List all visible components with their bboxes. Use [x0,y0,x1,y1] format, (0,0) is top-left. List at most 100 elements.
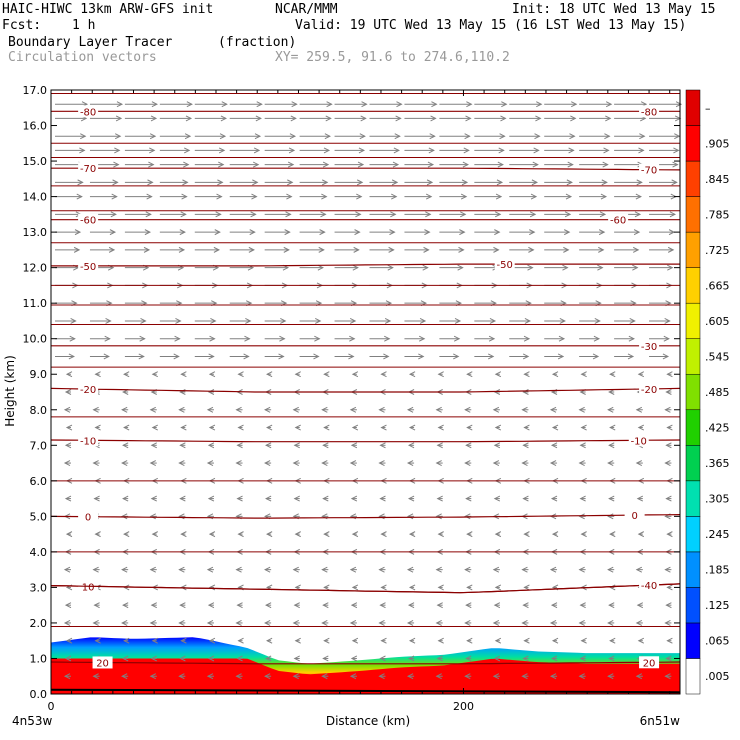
wind-vector [321,406,329,413]
colorbar-swatch [685,89,701,126]
wind-vector [299,193,328,200]
contour-line [50,387,681,393]
wind-vector [509,229,536,236]
wind-vector [614,335,635,342]
wind-vector [149,673,157,680]
wind-vector [464,460,472,467]
contour-label: -50 [497,260,513,271]
wind-vector [159,353,180,360]
wind-vector [292,460,300,467]
wind-vector [321,619,329,626]
wind-vector [150,495,157,502]
wind-vector [299,101,333,108]
wind-vector [404,335,426,342]
wind-vector [439,246,465,253]
wind-vector [579,264,604,271]
wind-vector [55,193,83,200]
wind-vector [194,133,227,140]
valid-time: Valid: 19 UTC Wed 13 May 15 (16 LST Wed … [295,18,687,33]
wind-vector [544,264,569,271]
wind-vector [665,389,672,395]
contour-label: -30 [641,342,657,353]
wind-vector [492,406,500,413]
wind-vector [206,460,214,467]
wind-vector [380,637,387,644]
wind-vector [264,619,272,626]
wind-vector [55,211,82,218]
wind-vector [349,566,357,573]
wind-vector [92,406,100,413]
wind-vector [614,161,644,168]
colorbar-swatch [685,480,701,517]
wind-vector [350,602,358,609]
wind-vector [492,619,500,626]
wind-vector [334,133,366,140]
wind-vector [237,531,244,538]
wind-vector [178,619,186,626]
colorbar-label: .905 [705,137,730,150]
contour-label: 10 [82,582,95,593]
wind-vector [351,584,359,591]
wind-vector [334,353,355,360]
wind-vector [544,147,575,154]
contour-label: 20 [96,658,109,669]
wind-vector [549,460,558,467]
colorbar-label: .125 [705,599,730,612]
wind-vector [666,531,673,538]
wind-vector [544,246,570,253]
wind-vector [464,513,472,520]
wind-vector [299,264,324,271]
wind-vector [94,424,101,431]
wind-vector [236,495,243,502]
x-axis-label: Distance (km) [326,714,410,728]
wind-vector [159,211,187,218]
wind-vector [93,495,100,502]
wind-vector [293,655,300,662]
wind-vector [649,101,683,108]
wind-vector [151,424,158,431]
wind-vector [89,115,123,122]
wind-vector [149,460,157,467]
wind-vector [464,566,472,573]
wind-vector [124,353,145,360]
wind-vector [608,389,615,395]
wind-vector [321,460,329,467]
wind-vector [369,229,396,236]
wind-vector [614,133,646,140]
wind-vector [180,371,187,378]
wind-vector [63,406,71,413]
wind-vector [579,353,600,360]
wind-vector [439,147,470,154]
wind-vector [466,424,473,431]
wind-vector [636,495,644,502]
wind-vector [322,602,329,609]
y-tick-label: 13.0 [23,226,48,239]
wind-vector [159,193,188,200]
wind-vector [521,619,529,626]
contour-label-bg [78,259,99,272]
wind-vector [266,637,273,644]
wind-vector [194,246,221,253]
wind-vector [94,637,101,644]
wind-vector [614,229,641,236]
wind-vector [89,317,112,324]
wind-vector [229,246,255,253]
wind-vector [264,179,294,186]
wind-vector [509,179,539,186]
wind-vector [264,193,293,200]
y-tick-label: 5.0 [30,510,48,523]
wind-vector [121,513,129,520]
wind-vector [578,406,586,413]
wind-vector [63,460,71,467]
wind-vector [578,566,586,573]
contour-label: -60 [610,216,626,227]
wind-vector [124,335,146,342]
wind-vector [321,673,329,680]
wind-vector [579,211,607,218]
contour-label-bg [78,213,99,226]
wind-vector [406,460,415,467]
wind-vector [299,211,327,218]
wind-vector [208,371,216,378]
wind-vector [551,371,559,378]
wind-vector [299,147,331,154]
